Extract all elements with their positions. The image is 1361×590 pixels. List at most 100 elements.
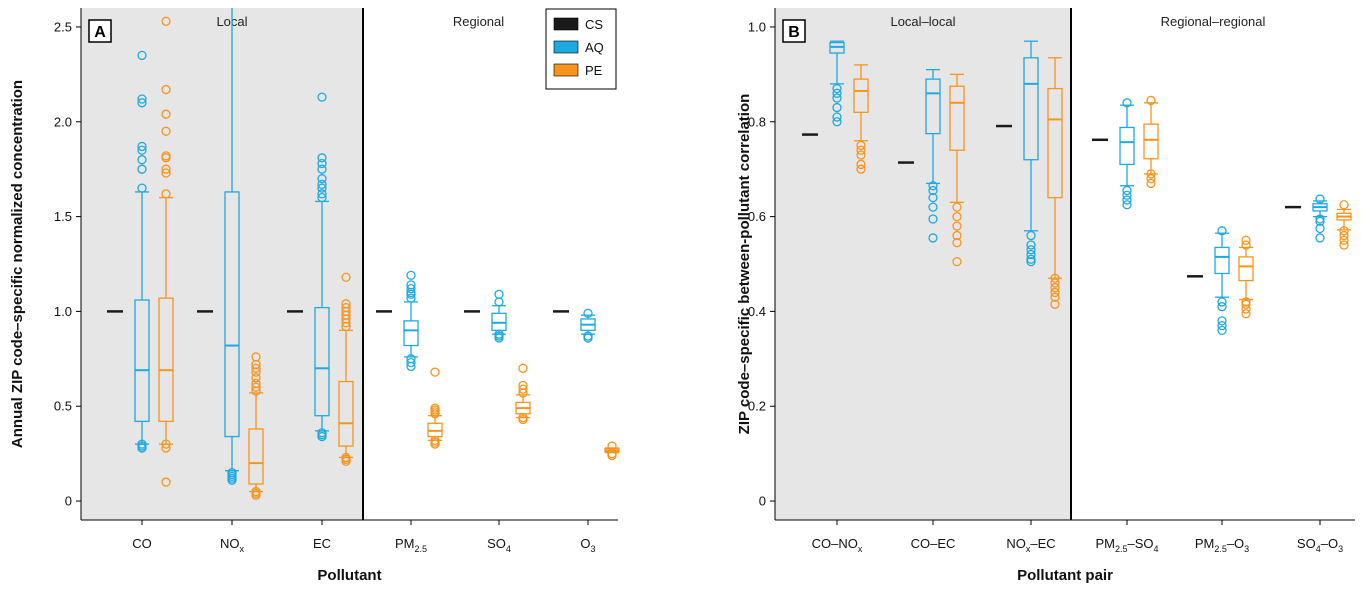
pe-outlier: [1050, 287, 1060, 298]
pe-outlier: [161, 189, 171, 199]
y-tick-label: 1.5: [54, 209, 72, 224]
x-tick-label: PM2.5–SO4: [1095, 536, 1158, 554]
aq-outlier: [832, 112, 842, 122]
pe-outlier: [952, 202, 962, 212]
pe-outlier: [1050, 283, 1060, 293]
aq-outlier: [137, 94, 147, 104]
aq-outlier: [317, 189, 327, 199]
aq-outlier: [137, 141, 147, 152]
pe-outlier: [1146, 178, 1156, 189]
aq-outlier: [1026, 249, 1036, 260]
aq-outlier: [137, 439, 147, 449]
aq-outlier: [406, 354, 416, 364]
aq-outlier: [1122, 190, 1132, 200]
pe-outlier: [341, 452, 351, 463]
pe-outlier: [1146, 95, 1156, 106]
pe-outlier: [161, 16, 171, 26]
label-subscript: 3: [1338, 544, 1343, 554]
aq-outlier: [406, 293, 416, 303]
label-part: CO: [812, 536, 832, 551]
pe-outlier: [1339, 200, 1349, 210]
pe-outlier: [161, 477, 171, 487]
legend-swatch: [553, 63, 579, 77]
region-label: Local–local: [890, 14, 955, 29]
category-group: SO4: [464, 289, 531, 554]
label-subscript: 3: [591, 544, 596, 554]
region-label: Regional–regional: [1161, 14, 1266, 29]
aq-box: [925, 78, 941, 135]
x-tick-label: PM2.5–O3: [1195, 536, 1249, 554]
legend-swatch: [553, 40, 579, 54]
aq-outlier: [317, 153, 327, 163]
aq-outlier: [1122, 98, 1132, 108]
aq-outlier: [317, 164, 327, 174]
x-tick-label: EC: [313, 536, 331, 551]
y-tick-label: 0: [759, 494, 766, 509]
pe-outlier: [430, 435, 440, 446]
pe-outlier: [341, 299, 351, 309]
aq-box: [134, 299, 150, 423]
label-part: PM: [1095, 536, 1115, 551]
pe-outlier: [1241, 309, 1251, 319]
label-subscript: x: [240, 544, 245, 554]
aq-outlier: [317, 183, 327, 193]
aq-outlier: [1026, 254, 1036, 264]
panel-letter-box: [782, 19, 806, 43]
aq-outlier: [1122, 195, 1132, 205]
aq-box: [314, 306, 330, 417]
label-main: EC: [313, 536, 331, 551]
x-tick-label: CO–NOx: [812, 536, 863, 554]
category-group: PM2.5–O3: [1187, 226, 1254, 554]
aq-outlier: [137, 183, 147, 193]
aq-outlier: [1122, 185, 1132, 196]
pe-outlier: [1050, 299, 1060, 309]
label-part: –EC: [1030, 536, 1055, 551]
aq-outlier: [1315, 214, 1325, 224]
pe-outlier: [1050, 273, 1060, 283]
aq-outlier: [1315, 194, 1325, 204]
pe-outlier: [952, 211, 962, 222]
aq-outlier: [832, 117, 842, 127]
y-tick-label: 0.8: [748, 114, 766, 129]
y-tick-label: 0.5: [54, 399, 72, 414]
aq-outlier: [928, 233, 938, 243]
label-main: SO: [487, 536, 506, 551]
pe-outlier: [341, 302, 351, 313]
x-axis-title: Pollutant: [317, 567, 381, 584]
pe-outlier: [161, 126, 171, 136]
region-label: Regional: [453, 14, 504, 29]
pe-outlier: [1241, 235, 1251, 245]
aq-outlier: [317, 179, 327, 190]
x-tick-label: SO4: [487, 536, 511, 554]
category-group: CO–NOx: [802, 40, 869, 554]
aq-outlier: [832, 88, 842, 98]
aq-outlier: [832, 83, 842, 94]
pe-outlier: [430, 367, 440, 377]
pe-outlier: [251, 363, 261, 373]
aq-box: [1214, 246, 1230, 275]
pe-outlier: [856, 145, 866, 155]
label-main: O: [580, 536, 590, 551]
shaded-region: [81, 8, 363, 520]
pe-outlier: [856, 164, 866, 174]
aq-outlier: [1026, 245, 1036, 255]
pe-outlier: [952, 256, 962, 267]
aq-outlier: [1217, 297, 1227, 307]
aq-outlier: [832, 93, 842, 103]
pe-outlier: [251, 352, 261, 362]
aq-outlier: [583, 308, 593, 318]
aq-outlier: [1217, 320, 1227, 331]
aq-box: [1119, 126, 1135, 166]
y-tick-label: 0.2: [748, 399, 766, 414]
aq-outlier: [928, 202, 938, 212]
label-subscript: 4: [506, 544, 511, 554]
aq-outlier: [137, 164, 147, 174]
x-tick-label: CO: [132, 536, 152, 551]
pe-outlier: [518, 384, 528, 394]
aq-outlier: [928, 192, 938, 203]
aq-outlier: [137, 145, 147, 155]
pe-outlier: [518, 412, 528, 423]
pe-outlier: [161, 84, 171, 95]
pe-outlier: [251, 382, 261, 392]
pe-box: [158, 297, 174, 423]
